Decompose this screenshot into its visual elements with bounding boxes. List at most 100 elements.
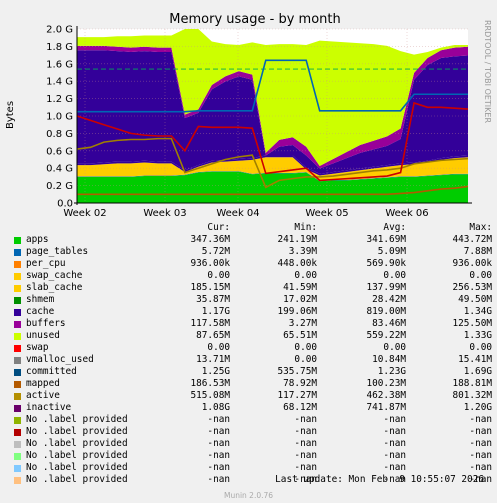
legend-min: -nan — [294, 450, 317, 461]
y-tick-label: 1.8 G — [46, 42, 73, 53]
area-slab-cache — [77, 157, 468, 181]
legend-name: shmem — [26, 294, 55, 305]
y-tick-label: 0.6 G — [46, 146, 73, 157]
legend-min: 117.27M — [277, 390, 317, 401]
legend-name: cache — [26, 306, 55, 317]
x-tick-label: Week 02 — [63, 208, 106, 219]
line-inactive — [76, 101, 469, 182]
legend-min: 448.00k — [277, 258, 317, 269]
legend-row: active 515.08M 117.27M 462.38M 801.32M — [0, 390, 497, 402]
legend-swatch — [14, 393, 21, 400]
legend-name: No .label provided — [26, 426, 128, 437]
legend-max: 256.53M — [452, 282, 492, 293]
legend-name: buffers — [26, 318, 66, 329]
legend-cur: 1.25G — [201, 366, 230, 377]
legend-row: shmem 35.87M 17.02M 28.42M 49.50M — [0, 294, 497, 306]
legend-row: cache 1.17G 199.06M 819.00M 1.34G — [0, 306, 497, 318]
legend-min: 65.51M — [283, 330, 317, 341]
legend-max: 1.69G — [463, 366, 492, 377]
legend-row: vmalloc_used 13.71M 0.00 10.84M 15.41M — [0, 354, 497, 366]
legend-name: No .label provided — [26, 414, 128, 425]
legend-swatch — [14, 237, 21, 244]
legend-row: swap_cache 0.00 0.00 0.00 0.00 — [0, 270, 497, 282]
last-update-text: Last update: Mon Feb 9 10:55:07 2026 — [275, 474, 484, 485]
legend-swatch — [14, 477, 21, 484]
header-max: Max: — [469, 222, 492, 233]
legend-min: 199.06M — [277, 306, 317, 317]
y-tick-label: 1.0 G — [46, 112, 73, 123]
legend-avg: 10.84M — [372, 354, 406, 365]
legend-name: committed — [26, 366, 77, 377]
legend-swatch — [14, 261, 21, 268]
y-tick-label: 1.6 G — [46, 59, 73, 70]
legend-row: No .label provided -nan -nan -nan -nan — [0, 474, 497, 486]
legend-name: inactive — [26, 402, 72, 413]
legend-cur: 347.36M — [190, 234, 230, 245]
legend-row: page_tables 5.72M 3.39M 5.09M 7.88M — [0, 246, 497, 258]
legend-cur: 936.00k — [190, 258, 230, 269]
legend-cur: 185.15M — [190, 282, 230, 293]
area-per-cpu — [77, 171, 468, 181]
legend-max: 1.34G — [463, 306, 492, 317]
legend-max: 801.32M — [452, 390, 492, 401]
x-tick-labels: Week 02 Week 03 Week 04 Week 05 Week 06 — [63, 208, 428, 219]
legend-cur: 87.65M — [196, 330, 230, 341]
area-cache — [77, 50, 468, 174]
legend-min: -nan — [294, 438, 317, 449]
legend-min: 78.92M — [283, 378, 317, 389]
legend-avg: 100.23M — [366, 378, 406, 389]
legend-avg: -nan — [383, 426, 406, 437]
legend-row: No .label provided -nan -nan -nan -nan — [0, 462, 497, 474]
memory-chart: Memory usage - by month Bytes RRDTOOL / … — [5, 12, 492, 219]
legend-swatch — [14, 249, 21, 256]
legend-avg: -nan — [383, 450, 406, 461]
legend-avg: 819.00M — [366, 306, 406, 317]
legend-name: No .label provided — [26, 450, 128, 461]
legend-row: per_cpu 936.00k 448.00k 569.90k 936.00k — [0, 258, 497, 270]
chart-title: Memory usage - by month — [169, 12, 340, 27]
legend-max: -nan — [469, 414, 492, 425]
legend-min: 3.27M — [288, 318, 317, 329]
legend-avg: 569.90k — [366, 258, 406, 269]
legend-avg: 28.42M — [372, 294, 406, 305]
rrdtool-watermark: RRDTOOL / TOBI OETIKER — [483, 20, 492, 123]
legend-cur: -nan — [207, 438, 230, 449]
legend-max: 443.72M — [452, 234, 492, 245]
legend-name: No .label provided — [26, 438, 128, 449]
y-tick-label: 0.4 G — [46, 164, 73, 175]
legend-avg: 137.99M — [366, 282, 406, 293]
legend-avg: -nan — [383, 462, 406, 473]
legend-max: -nan — [469, 462, 492, 473]
legend-cur: 117.58M — [190, 318, 230, 329]
legend-swatch — [14, 357, 21, 364]
legend-name: slab_cache — [26, 282, 83, 293]
legend-min: 3.39M — [288, 246, 317, 257]
legend-row: inactive 1.08G 68.12M 741.87M 1.20G — [0, 402, 497, 414]
legend-rows: apps 347.36M 241.19M 341.69M 443.72M page_tab… — [0, 234, 497, 486]
legend-cur: 13.71M — [196, 354, 230, 365]
legend-row: buffers 117.58M 3.27M 83.46M 125.50M — [0, 318, 497, 330]
legend-name: unused — [26, 330, 60, 341]
legend-swatch — [14, 405, 21, 412]
y-tick-labels: 0.0 0.2 G 0.4 G 0.6 G 0.8 G 1.0 G 1.2 G 1.4 G 1.… — [46, 25, 73, 210]
line-mapped — [77, 185, 469, 196]
x-tick-label: Week 04 — [216, 208, 259, 219]
legend-swatch — [14, 285, 21, 292]
legend-row: slab_cache 185.15M 41.59M 137.99M 256.53M — [0, 282, 497, 294]
legend-avg: 341.69M — [366, 234, 406, 245]
legend-header: Cur: Min: Avg: Max: — [0, 222, 497, 234]
legend-row: mapped 186.53M 78.92M 100.23M 188.81M — [0, 378, 497, 390]
legend-table: Cur: Min: Avg: Max: apps 347.36M 241.19M 34… — [0, 222, 497, 486]
legend-min: 535.75M — [277, 366, 317, 377]
legend-max: 7.88M — [463, 246, 492, 257]
legend-max: 936.00k — [452, 258, 492, 269]
y-tick-label: 0.2 G — [46, 181, 73, 192]
area-apps — [77, 171, 468, 203]
legend-avg: 0.00 — [383, 342, 406, 353]
legend-cur: 35.87M — [196, 294, 230, 305]
legend-avg: 559.22M — [366, 330, 406, 341]
legend-avg: -nan — [383, 474, 406, 485]
legend-min: -nan — [294, 426, 317, 437]
legend-swatch — [14, 465, 21, 472]
legend-avg: -nan — [383, 414, 406, 425]
